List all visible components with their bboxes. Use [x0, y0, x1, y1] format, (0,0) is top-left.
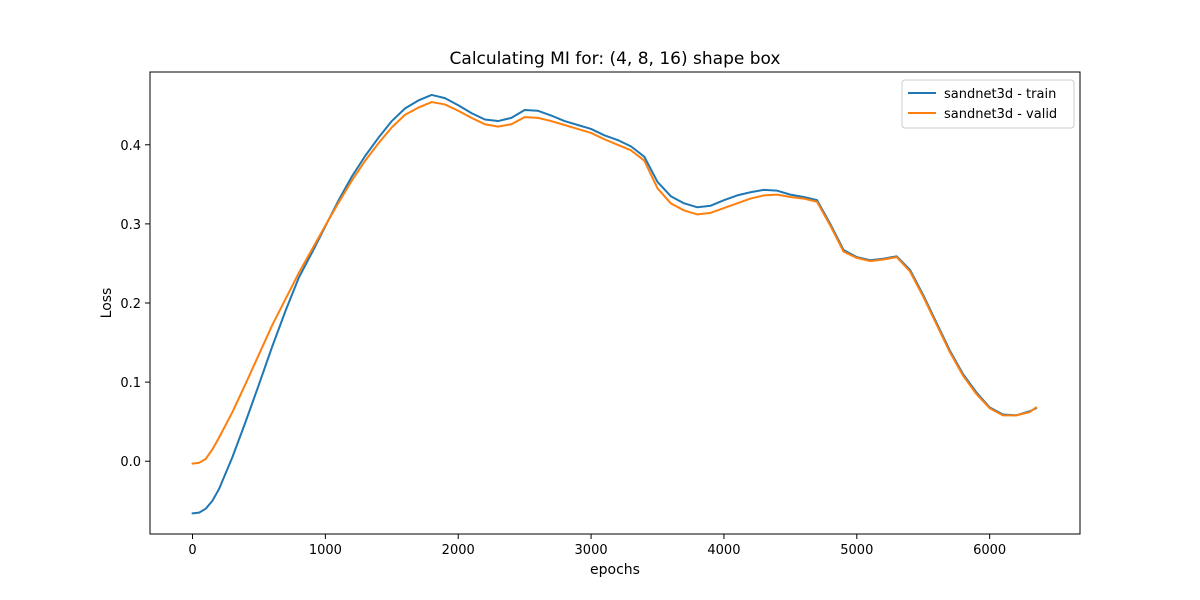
legend-label: sandnet3d - train — [944, 87, 1056, 102]
x-tick-label: 5000 — [840, 543, 873, 558]
y-axis: 0.0 0.1 0.2 0.3 0.4 — [120, 139, 150, 470]
legend: sandnet3d - train sandnet3d - valid — [901, 79, 1075, 129]
legend-label: sandnet3d - valid — [944, 107, 1057, 122]
y-tick-label: 0.3 — [120, 218, 141, 233]
x-tick-label: 6000 — [973, 543, 1006, 558]
y-tick-label: 0.4 — [120, 139, 141, 154]
chart-title: Calculating MI for: (4, 8, 16) shape box — [450, 49, 781, 69]
x-tick-label: 2000 — [442, 543, 475, 558]
x-tick-label: 0 — [188, 543, 196, 558]
x-tick-label: 1000 — [309, 543, 342, 558]
legend-box — [901, 79, 1075, 129]
x-axis: 0 1000 2000 3000 4000 5000 6000 — [188, 534, 1006, 558]
y-axis-label: Loss — [99, 288, 115, 319]
y-tick-label: 0.2 — [120, 297, 141, 312]
y-tick-label: 0.1 — [120, 376, 141, 391]
y-tick-label: 0.0 — [120, 455, 141, 470]
x-tick-label: 4000 — [707, 543, 740, 558]
x-tick-label: 3000 — [575, 543, 608, 558]
x-axis-label: epochs — [590, 562, 640, 578]
series-line-valid — [191, 101, 1038, 465]
plot-lines — [191, 93, 1038, 515]
